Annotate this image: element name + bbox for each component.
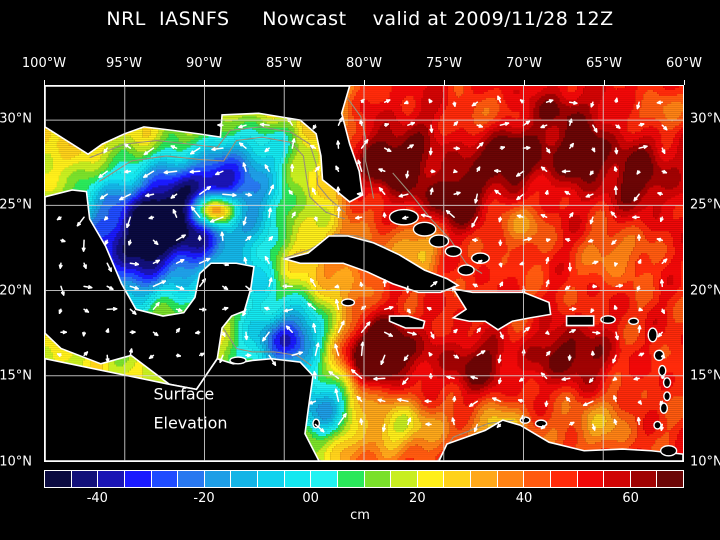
landmass-puertorico xyxy=(565,315,595,327)
colorbar-cell-22 xyxy=(630,471,658,487)
lon-tick-label-8: 60°W xyxy=(666,56,702,71)
lon-tick-1 xyxy=(124,80,125,85)
island-8 xyxy=(647,327,658,343)
colorbar-cell-0 xyxy=(45,471,72,487)
colorbar-cell-5 xyxy=(178,471,205,487)
colorbar-cell-2 xyxy=(98,471,125,487)
island-11 xyxy=(662,377,672,389)
colorbar-unit-label: cm xyxy=(350,508,370,523)
lon-tick-label-5: 75°W xyxy=(426,56,462,71)
lon-tick-0 xyxy=(44,80,45,85)
island-12 xyxy=(663,391,671,402)
lon-tick-label-6: 70°W xyxy=(506,56,542,71)
annotation-line-1: Surface xyxy=(153,385,214,404)
surface-elevation-field: Surface Elevation xyxy=(45,86,683,461)
lon-tick-2 xyxy=(204,80,205,85)
lon-tick-label-7: 65°W xyxy=(586,56,622,71)
colorbar-cell-8 xyxy=(258,471,285,487)
colorbar-cell-3 xyxy=(124,471,152,487)
surface-elevation-annotation: Surface Elevation xyxy=(153,385,227,433)
lon-tick-3 xyxy=(284,80,285,85)
lon-tick-5 xyxy=(444,80,445,85)
lon-tick-label-1: 95°W xyxy=(106,56,142,71)
lat-tick-label-left-3: 15°N xyxy=(0,368,32,384)
annotation-line-2: Elevation xyxy=(153,414,227,433)
colorbar-cell-4 xyxy=(151,471,179,487)
colorbar-tick-label-4: 40 xyxy=(515,491,533,506)
map-graticule xyxy=(45,86,683,461)
colorbar-cell-13 xyxy=(391,471,418,487)
lon-tick-7 xyxy=(604,80,605,85)
island-4 xyxy=(457,264,475,276)
colorbar-tick-label-0: -40 xyxy=(86,491,108,506)
island-18 xyxy=(340,298,356,307)
island-10 xyxy=(658,364,667,377)
lon-tick-8 xyxy=(684,80,685,85)
colorbar-cell-6 xyxy=(204,471,232,487)
colorbar-tick-label-1: -20 xyxy=(193,491,215,506)
colorbar-tick-label-5: 60 xyxy=(622,491,639,506)
lat-tick-label-left-4: 10°N xyxy=(0,454,32,470)
colorbar-cell-21 xyxy=(604,471,631,487)
figure-title: NRL IASNFS Nowcast valid at 2009/11/28 1… xyxy=(106,8,614,30)
island-2 xyxy=(428,234,450,248)
colorbar xyxy=(44,470,684,488)
lon-tick-label-0: 100°W xyxy=(21,56,67,71)
landmass-jamaica xyxy=(388,315,426,329)
lon-tick-label-2: 90°W xyxy=(186,56,222,71)
colorbar-cell-20 xyxy=(577,471,605,487)
lat-tick-label-right-1: 25°N xyxy=(690,197,720,213)
island-6 xyxy=(600,315,616,325)
island-3 xyxy=(444,245,462,258)
colorbar-cell-19 xyxy=(550,471,578,487)
lon-tick-6 xyxy=(524,80,525,85)
colorbar-cell-12 xyxy=(364,471,392,487)
current-vectors xyxy=(56,95,668,433)
colorbar-cell-11 xyxy=(337,471,365,487)
colorbar-cell-9 xyxy=(284,471,312,487)
colorbar-tick-label-2: 00 xyxy=(302,491,319,506)
lat-tick-label-right-4: 10°N xyxy=(690,454,720,470)
colorbar-cell-15 xyxy=(444,471,471,487)
lon-tick-label-4: 80°W xyxy=(346,56,382,71)
colorbar-cell-17 xyxy=(497,471,525,487)
colorbar-cell-10 xyxy=(311,471,338,487)
colorbar-cell-7 xyxy=(231,471,258,487)
lon-tick-label-3: 85°W xyxy=(266,56,302,71)
lat-tick-label-left-0: 30°N xyxy=(0,111,32,127)
lat-tick-label-right-0: 30°N xyxy=(690,111,720,127)
colorbar-cell-18 xyxy=(524,471,551,487)
landmass-cuba xyxy=(281,235,460,294)
island-14 xyxy=(653,420,662,430)
island-15 xyxy=(659,444,678,457)
island-7 xyxy=(628,317,640,326)
lat-tick-label-right-3: 15°N xyxy=(690,368,720,384)
lat-tick-label-right-2: 20°N xyxy=(690,283,720,299)
colorbar-tick-label-3: 20 xyxy=(409,491,426,506)
colorbar-cell-16 xyxy=(471,471,498,487)
colorbar-cell-1 xyxy=(71,471,99,487)
island-16 xyxy=(534,419,548,428)
landmass-mexico xyxy=(45,189,255,391)
colorbar-cell-14 xyxy=(417,471,445,487)
map-plot-area: Surface Elevation xyxy=(44,85,684,462)
lat-tick-label-left-1: 25°N xyxy=(0,197,32,213)
lon-tick-4 xyxy=(364,80,365,85)
island-13 xyxy=(659,402,669,414)
island-20 xyxy=(229,356,247,365)
island-1 xyxy=(412,221,437,237)
landmass-hispaniola xyxy=(451,287,552,331)
colorbar-cell-23 xyxy=(657,471,683,487)
lat-tick-label-left-2: 20°N xyxy=(0,283,32,299)
